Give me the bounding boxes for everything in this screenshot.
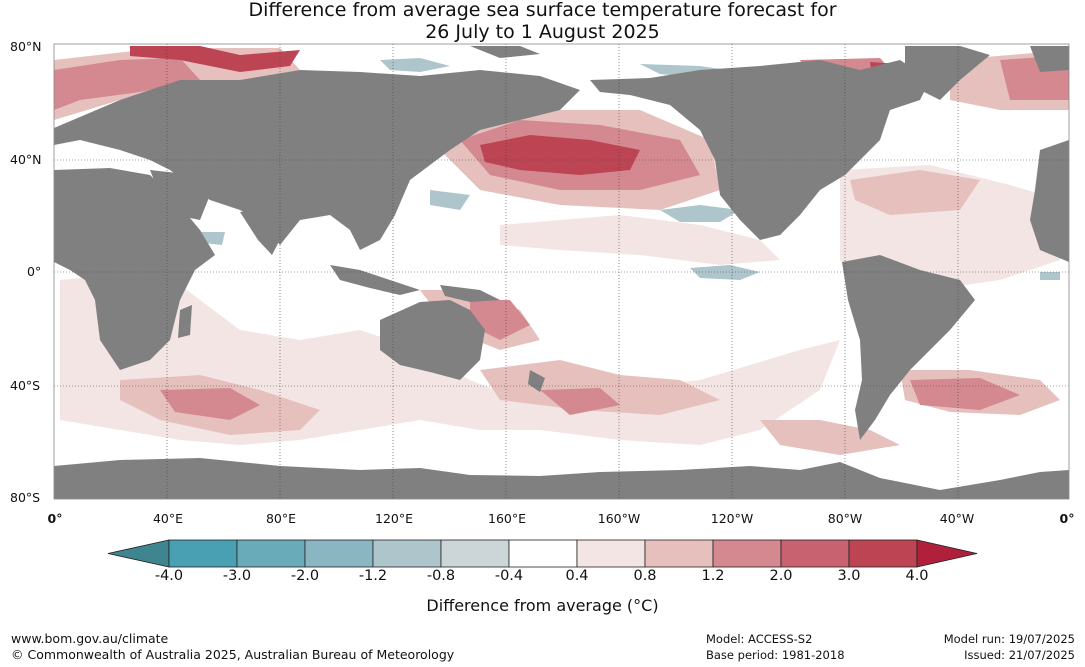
- south-america: [842, 255, 975, 440]
- colorbar-segment: [712, 539, 782, 568]
- lon-label-160w: 160°W: [597, 511, 641, 526]
- colorbar-tick-label: 4.0: [905, 568, 929, 584]
- footer-model: Model: ACCESS-S2: [706, 632, 813, 646]
- eurasia: [54, 70, 580, 250]
- colorbar-over-arrow: [916, 539, 978, 568]
- scandinavia: [1030, 46, 1069, 72]
- africa: [54, 168, 215, 370]
- lon-label-80e: 80°E: [265, 511, 297, 526]
- australia: [380, 300, 485, 380]
- new-zealand: [528, 370, 545, 392]
- colorbar-tick-label: -0.4: [494, 568, 524, 584]
- colorbar-segment: [304, 539, 374, 568]
- colorbar-segment: [372, 539, 442, 568]
- footer-copyright: © Commonwealth of Australia 2025, Austra…: [11, 647, 455, 662]
- lon-label-120e: 120°E: [374, 511, 414, 526]
- footer-base-period: Base period: 1981-2018: [706, 648, 845, 662]
- colorbar-tick-label: -4.0: [154, 568, 184, 584]
- lat-label-80s: 80°S: [10, 490, 41, 505]
- graticule: [54, 44, 1069, 499]
- colorbar-segment: [168, 539, 238, 568]
- japan: [430, 130, 448, 160]
- colorbar-tick-label: 0.4: [565, 568, 589, 584]
- colorbar-segment: [848, 539, 918, 568]
- anomaly-patches-cool: [200, 58, 1060, 280]
- lon-label-160e: 160°E: [487, 511, 527, 526]
- colorbar-segment: [508, 539, 578, 568]
- antarctica: [54, 458, 1069, 499]
- lon-label-80w: 80°W: [827, 511, 863, 526]
- colorbar-tick-label: -1.2: [358, 568, 388, 584]
- lon-label-40w: 40°W: [939, 511, 975, 526]
- map-frame: [53, 43, 1070, 500]
- colorbar-segment: [644, 539, 714, 568]
- colorbar-segment: [440, 539, 510, 568]
- lat-label-equator: 0°: [27, 264, 42, 279]
- map-title-line-1: Difference from average sea surface temp…: [248, 0, 837, 21]
- colorbar-tick-label: -3.0: [222, 568, 252, 584]
- europe-west: [1030, 140, 1069, 262]
- arabia: [150, 170, 210, 220]
- colorbar-title: Difference from average (°C): [426, 596, 659, 615]
- map-title-line-2: 26 July to 1 August 2025: [425, 21, 660, 43]
- lon-label-0-left: 0°: [47, 511, 63, 526]
- arctic-islands: [470, 46, 540, 58]
- footer-url: www.bom.gov.au/climate: [11, 631, 169, 646]
- colorbar-segment: [780, 539, 850, 568]
- lon-label-0-right: 0°: [1059, 511, 1075, 526]
- colorbar-tick-label: 0.8: [633, 568, 657, 584]
- lon-label-120w: 120°W: [710, 511, 754, 526]
- lat-label-40s: 40°S: [10, 378, 41, 393]
- indonesia: [330, 265, 420, 295]
- colorbar-tick-label: 3.0: [837, 568, 861, 584]
- colorbar-segment: [236, 539, 306, 568]
- colorbar-tick-label: -2.0: [290, 568, 320, 584]
- lat-label-40n: 40°N: [10, 152, 42, 167]
- madagascar: [178, 305, 192, 338]
- footer-model-run: Model run: 19/07/2025: [943, 632, 1075, 646]
- greenland: [905, 46, 990, 100]
- colorbar-segment: [576, 539, 646, 568]
- colorbar: [107, 539, 978, 568]
- footer-issued: Issued: 21/07/2025: [964, 648, 1075, 662]
- new-guinea: [440, 285, 500, 302]
- colorbar-tick-label: 2.0: [769, 568, 793, 584]
- lat-label-80n: 80°N: [10, 39, 42, 54]
- colorbar-under-arrow: [107, 539, 170, 568]
- colorbar-tick-label: -0.8: [426, 568, 456, 584]
- lon-label-40e: 40°E: [152, 511, 184, 526]
- colorbar-tick-label: 1.2: [701, 568, 725, 584]
- india: [240, 210, 285, 255]
